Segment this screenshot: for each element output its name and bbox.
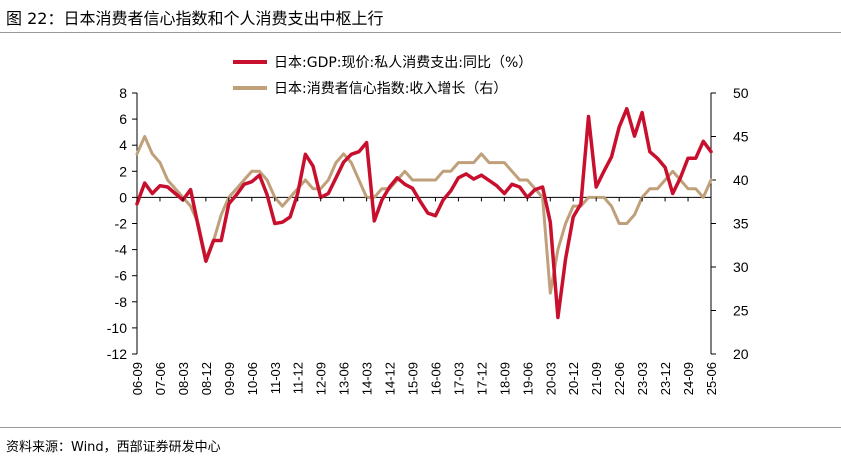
x-axis-tick-label: 07-06 bbox=[153, 362, 168, 395]
series-line-confidence bbox=[135, 135, 713, 295]
x-axis-tick-label: 08-12 bbox=[199, 362, 214, 395]
right-axis-tick-label: 50 bbox=[733, 85, 749, 101]
x-axis-tick-label: 09-09 bbox=[222, 362, 237, 395]
x-axis-tick-label: 21-09 bbox=[589, 362, 604, 395]
x-axis-tick-label: 15-09 bbox=[406, 362, 421, 395]
right-axis-tick-label: 35 bbox=[733, 216, 749, 232]
x-axis-tick-label: 11-03 bbox=[268, 362, 283, 394]
x-axis-tick-label: 20-03 bbox=[543, 362, 558, 395]
legend-label-confidence: 日本:消费者信心指数:收入增长（右） bbox=[274, 81, 507, 97]
x-axis-tick-label: 17-03 bbox=[451, 362, 466, 395]
x-axis-tick-label: 24-09 bbox=[681, 362, 696, 395]
series-line-gdp bbox=[135, 106, 713, 320]
left-axis-tick-label: -2 bbox=[115, 216, 128, 232]
right-axis-tick-label: 25 bbox=[733, 303, 749, 319]
source-note: 资料来源：Wind，西部证券研发中心 bbox=[6, 440, 221, 455]
legend-label-gdp: 日本:GDP:现价:私人消费支出:同比（%） bbox=[274, 55, 532, 71]
x-axis-tick-label: 13-06 bbox=[337, 362, 352, 395]
figure-title: 图 22：日本消费者信心指数和个人消费支出中枢上行 bbox=[6, 9, 384, 28]
left-axis-tick-label: -4 bbox=[115, 242, 128, 258]
x-axis-tick-label: 19-06 bbox=[520, 362, 535, 395]
left-axis-tick-label: -8 bbox=[115, 294, 128, 310]
left-axis-tick-label: 8 bbox=[119, 85, 127, 101]
source-divider bbox=[0, 427, 841, 428]
x-axis-tick-label: 10-06 bbox=[245, 362, 260, 395]
left-axis-tick-label: -10 bbox=[107, 320, 127, 336]
left-axis-tick-label: -6 bbox=[115, 268, 128, 284]
x-axis-tick-label: 16-06 bbox=[428, 362, 443, 395]
right-axis-tick-label: 30 bbox=[733, 259, 749, 275]
legend: 日本:GDP:现价:私人消费支出:同比（%） 日本:消费者信心指数:收入增长（右… bbox=[233, 55, 532, 97]
x-axis-tick-label: 08-03 bbox=[176, 362, 191, 395]
x-axis-tick-label: 12-09 bbox=[314, 362, 329, 395]
chart: 日本:GDP:现价:私人消费支出:同比（%） 日本:消费者信心指数:收入增长（右… bbox=[107, 55, 749, 395]
x-axis-tick-label: 06-09 bbox=[130, 362, 145, 395]
x-axis-tick-label: 22-06 bbox=[612, 362, 627, 395]
right-axis-tick-label: 20 bbox=[733, 346, 749, 362]
x-axis-tick-label: 14-12 bbox=[383, 362, 398, 395]
x-axis-tick-label: 11-12 bbox=[291, 362, 306, 394]
right-axis-tick-label: 45 bbox=[733, 129, 749, 145]
x-axis-tick-label: 18-09 bbox=[497, 362, 512, 395]
x-axis-labels: 06-09 07-06 08-03 08-12 09-09 10-06 11-03 11-12… bbox=[130, 197, 719, 395]
right-axis-tick-label: 40 bbox=[733, 172, 749, 188]
x-axis-tick-label: 23-03 bbox=[635, 362, 650, 395]
x-axis-tick-label: 25-06 bbox=[704, 362, 719, 395]
left-axis-tick-label: 6 bbox=[119, 111, 127, 127]
left-axis-tick-label: -12 bbox=[107, 346, 127, 362]
left-axis-tick-label: 0 bbox=[119, 189, 127, 205]
x-axis-tick-label: 17-12 bbox=[474, 362, 489, 395]
series-layer bbox=[135, 106, 713, 320]
title-divider bbox=[0, 32, 841, 33]
left-axis-tick-label: 4 bbox=[119, 137, 127, 153]
left-axis-tick-label: 2 bbox=[119, 163, 127, 179]
x-axis-tick-label: 20-12 bbox=[566, 362, 581, 395]
x-axis-tick-label: 23-12 bbox=[658, 362, 673, 395]
x-axis-tick-label: 14-03 bbox=[360, 362, 375, 395]
